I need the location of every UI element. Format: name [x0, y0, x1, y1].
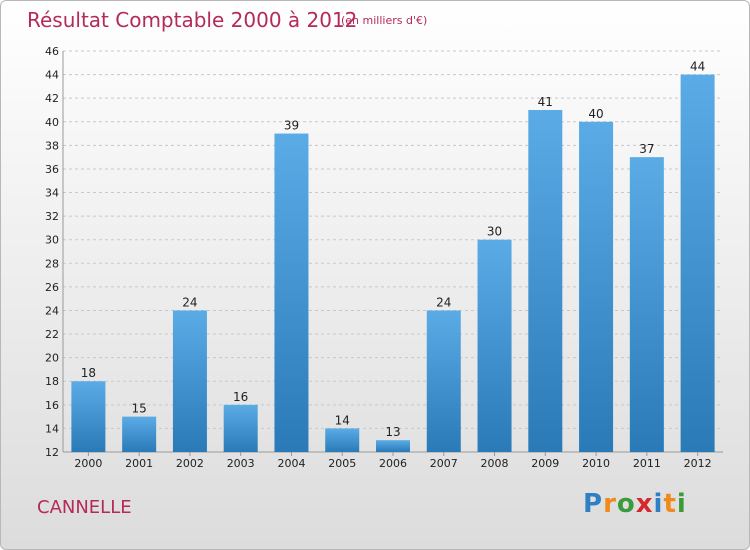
data-label: 39 [284, 119, 299, 133]
logo-letter: P [583, 489, 604, 519]
logo-letter: r [603, 489, 617, 519]
y-tick-label: 24 [45, 304, 59, 317]
bar-2002 [172, 310, 207, 452]
data-label: 40 [588, 107, 603, 121]
bar-2008 [477, 239, 512, 452]
x-tick-label: 2001 [125, 457, 153, 470]
y-tick-label: 42 [45, 92, 59, 105]
y-tick-label: 34 [45, 187, 59, 200]
bar-2006 [376, 440, 410, 452]
data-label: 24 [436, 295, 451, 309]
data-label: 15 [132, 402, 147, 416]
y-tick-label: 28 [45, 257, 59, 270]
y-tick-label: 26 [45, 281, 59, 294]
x-tick-label: 2012 [684, 457, 712, 470]
gridlines [62, 50, 723, 453]
y-tick-label: 14 [45, 422, 59, 435]
bar-2011 [629, 157, 664, 452]
logo-letter: i [653, 489, 664, 519]
data-label: 30 [487, 225, 502, 239]
x-tick-label: 2008 [481, 457, 509, 470]
y-tick-label: 20 [45, 352, 59, 365]
y-tick-label: 38 [45, 139, 59, 152]
y-tick-label: 40 [45, 116, 59, 129]
data-labels: 18 15 24 16 39 14 13 24 30 41 40 37 44 [81, 60, 706, 440]
bar-2000 [71, 381, 106, 452]
data-label: 18 [81, 366, 96, 380]
x-tick-label: 2002 [176, 457, 204, 470]
bar-2012 [680, 74, 715, 453]
bar-2003 [223, 404, 258, 452]
y-tick-label: 16 [45, 399, 59, 412]
chart-subtitle: (en milliers d'€) [341, 14, 428, 27]
x-tick-label: 2006 [379, 457, 407, 470]
x-tick-label: 2000 [74, 457, 102, 470]
x-tick-label: 2011 [633, 457, 661, 470]
x-axis: 2000 2001 2002 2003 2004 2005 2006 2007 2008 2009… [74, 452, 712, 470]
y-tick-label: 12 [45, 446, 59, 459]
x-tick-label: 2010 [582, 457, 610, 470]
logo-letter: o [616, 489, 636, 519]
bar-2009 [528, 109, 563, 453]
y-tick-label: 36 [45, 163, 59, 176]
logo-letter: i [676, 489, 687, 519]
y-tick-label: 44 [45, 69, 59, 82]
y-tick-label: 32 [45, 210, 59, 223]
bar-2004 [274, 133, 309, 452]
bar-2010 [579, 121, 614, 452]
data-label: 13 [385, 425, 400, 439]
y-tick-label: 46 [45, 45, 59, 58]
y-tick-label: 22 [45, 328, 59, 341]
y-tick-label: 18 [45, 375, 59, 388]
proxiti-logo: Proxiti [583, 489, 687, 519]
y-tick-label: 30 [45, 234, 59, 247]
logo-letter: x [635, 489, 654, 519]
bars [71, 74, 715, 453]
data-label: 16 [233, 390, 248, 404]
logo-letter: t [663, 489, 677, 519]
data-label: 44 [690, 60, 705, 74]
data-label: 37 [639, 142, 654, 156]
chart-title: Résultat Comptable 2000 à 2012 [27, 8, 358, 32]
bar-2007 [426, 310, 461, 452]
data-label: 41 [538, 95, 553, 109]
x-tick-label: 2009 [531, 457, 559, 470]
x-tick-label: 2004 [277, 457, 305, 470]
commune-name: CANNELLE [37, 497, 132, 518]
data-label: 14 [335, 413, 350, 427]
data-label: 24 [182, 295, 197, 309]
bar-2001 [122, 416, 157, 452]
y-axis: 12 14 16 18 20 22 24 26 28 30 32 34 36 38 40 42 44 46 [45, 45, 59, 459]
x-tick-label: 2007 [430, 457, 458, 470]
bar-2005 [325, 428, 360, 452]
x-tick-label: 2003 [227, 457, 255, 470]
x-tick-label: 2005 [328, 457, 356, 470]
